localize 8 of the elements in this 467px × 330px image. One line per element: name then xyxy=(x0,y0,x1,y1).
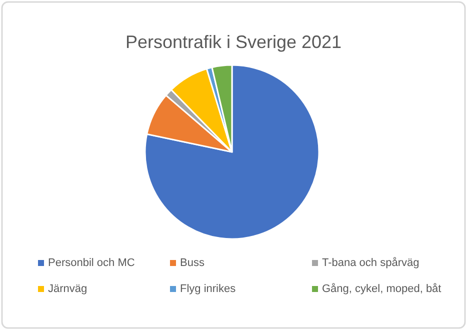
legend-label: Buss xyxy=(180,257,205,269)
pie-slice xyxy=(144,64,320,240)
legend-label: T-bana och spårväg xyxy=(322,257,420,269)
legend-label: Gång, cykel, moped, båt xyxy=(322,283,442,295)
chart-title: Persontrafik i Sverige 2021 xyxy=(125,32,342,52)
legend-label: Personbil och MC xyxy=(48,257,135,269)
legend-label: Flyg inrikes xyxy=(180,283,236,295)
legend-label: Järnväg xyxy=(48,283,88,295)
